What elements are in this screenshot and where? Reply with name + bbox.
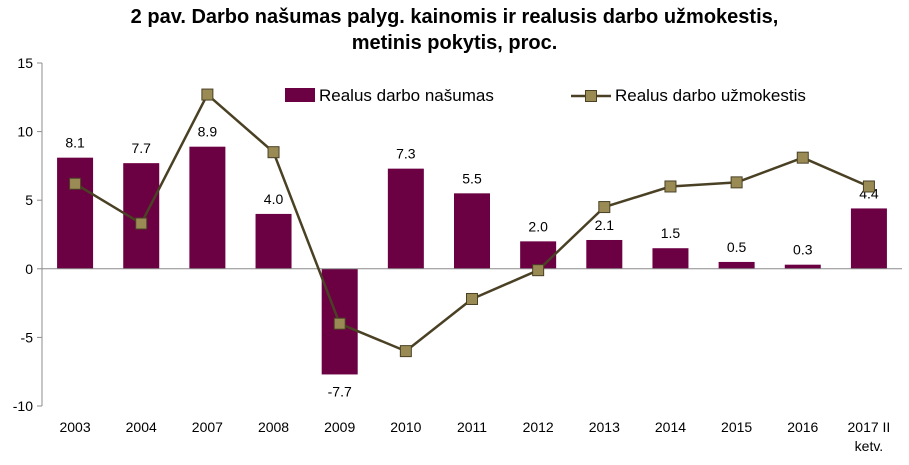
x-tick-label: 2015 [721, 419, 752, 435]
legend-label-bars: Realus darbo našumas [319, 86, 494, 105]
bar-realus-darbo-našumas [454, 193, 490, 269]
x-tick-label: 2012 [523, 419, 554, 435]
legend-bar-swatch [285, 88, 315, 102]
bar-realus-darbo-našumas [255, 213, 292, 269]
bar-realus-darbo-našumas [586, 239, 623, 269]
bar-data-label: 8.9 [198, 124, 218, 140]
bar-realus-darbo-našumas [784, 264, 821, 269]
y-tick-label: 15 [17, 55, 33, 71]
chart-title: 2 pav. Darbo našumas palyg. kainomis ir … [0, 4, 909, 56]
bar-data-label: 2.1 [595, 217, 615, 233]
bar-data-label: 8.1 [65, 135, 85, 151]
line-marker [862, 180, 875, 193]
bar-data-label: 4.0 [264, 191, 284, 207]
bar-data-label: 5.5 [462, 170, 482, 186]
x-tick-label: 2003 [59, 419, 90, 435]
bar-data-label: 7.7 [131, 140, 151, 156]
bar-realus-darbo-našumas [718, 261, 755, 269]
line-marker [201, 88, 214, 101]
line-marker [267, 146, 280, 159]
line-marker [598, 201, 611, 214]
line-marker [532, 264, 545, 277]
x-tick-label: 2007 [192, 419, 223, 435]
y-tick-label: 5 [25, 192, 33, 208]
line-marker [466, 292, 478, 305]
y-tick-label: 0 [25, 261, 33, 277]
bar-data-label: 7.3 [396, 146, 416, 162]
bar-data-label: -7.7 [328, 383, 352, 399]
x-tick-label-continued: ketv. [855, 438, 884, 454]
bar-realus-darbo-našumas [57, 157, 94, 269]
line-marker [796, 151, 809, 164]
line-marker [135, 217, 148, 230]
legend-label-line: Realus darbo užmokestis [615, 86, 806, 105]
line-marker [69, 177, 82, 190]
chart-title-line-2: metinis pokytis, proc. [351, 32, 558, 54]
x-tick-label: 2013 [589, 419, 620, 435]
x-tick-label: 2004 [126, 419, 157, 435]
legend-line-marker [585, 90, 597, 102]
bar-data-label: 1.5 [661, 225, 681, 241]
x-tick-label: 2010 [390, 419, 421, 435]
y-tick-label: -10 [13, 398, 33, 414]
chart-title-line-1: 2 pav. Darbo našumas palyg. kainomis ir … [130, 6, 779, 28]
y-tick-label: -5 [21, 329, 34, 345]
bar-realus-darbo-našumas [652, 248, 689, 269]
bar-data-label: 2.0 [528, 218, 548, 234]
bar-data-label: 0.5 [727, 239, 747, 255]
bar-realus-darbo-našumas [189, 146, 226, 269]
line-marker [730, 176, 743, 189]
line-marker [399, 345, 412, 358]
x-tick-label: 2016 [787, 419, 818, 435]
bar-data-label: 0.3 [793, 242, 813, 258]
x-tick-label: 2009 [324, 419, 355, 435]
bar-realus-darbo-našumas [387, 168, 424, 269]
bar-realus-darbo-našumas [850, 208, 887, 269]
x-tick-label: 2014 [655, 419, 686, 435]
line-marker [333, 317, 346, 330]
x-tick-label: 2011 [457, 419, 487, 435]
x-tick-label: 2008 [258, 419, 289, 435]
y-tick-label: 10 [17, 124, 33, 140]
x-tick-label: 2017 II [848, 419, 891, 435]
line-marker [664, 180, 677, 193]
